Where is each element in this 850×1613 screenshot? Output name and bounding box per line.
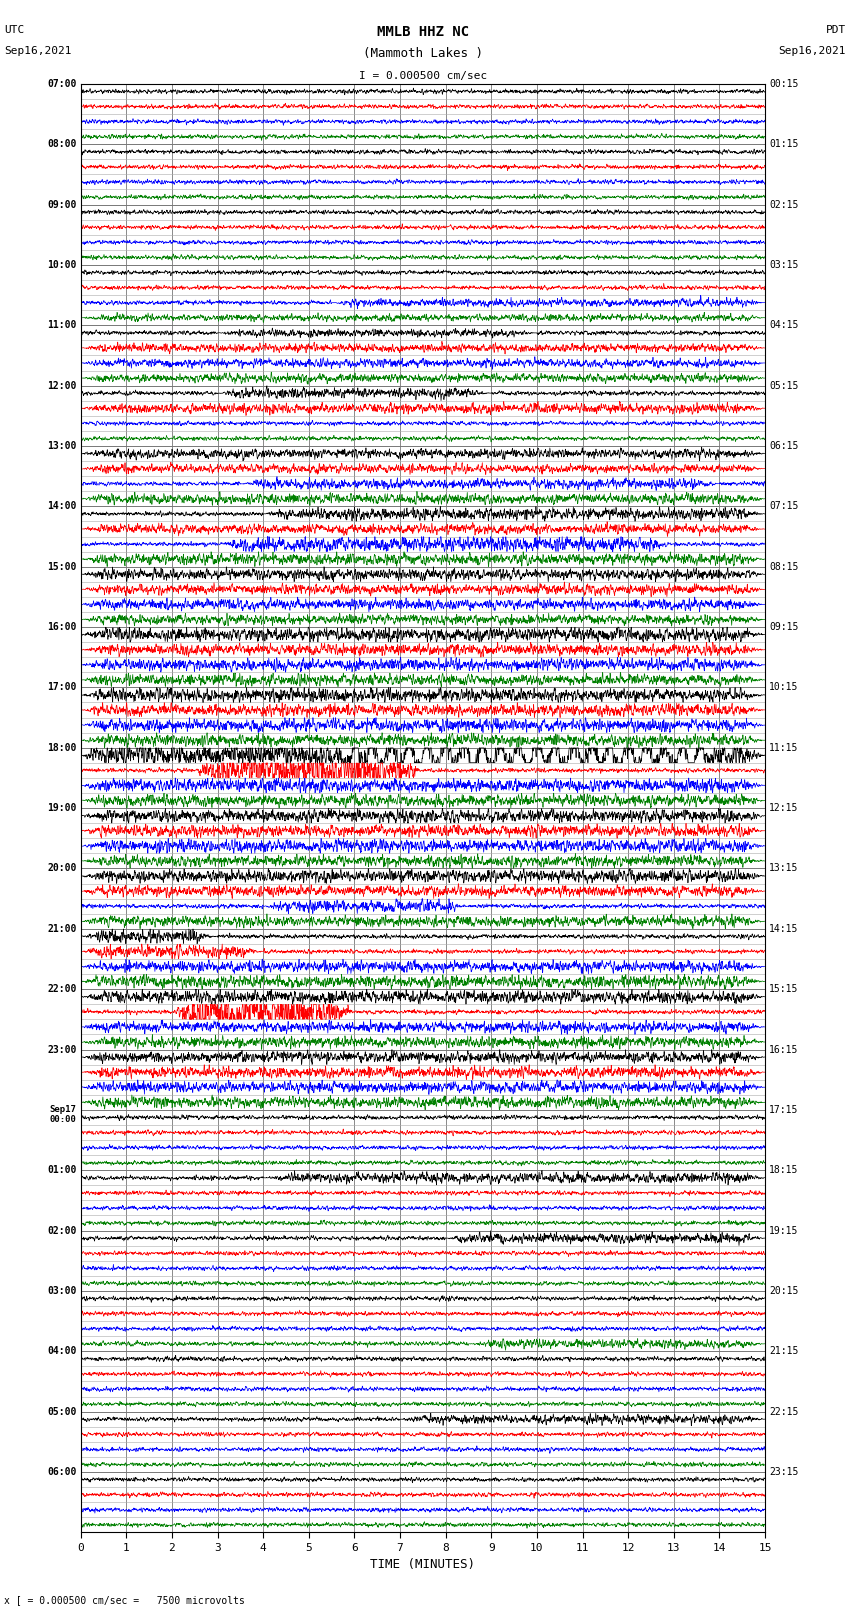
Text: 14:15: 14:15 [769, 924, 799, 934]
Text: 14:00: 14:00 [47, 502, 76, 511]
Text: (Mammoth Lakes ): (Mammoth Lakes ) [363, 47, 483, 60]
Text: 01:00: 01:00 [47, 1165, 76, 1176]
Text: 09:15: 09:15 [769, 623, 799, 632]
Text: 12:15: 12:15 [769, 803, 799, 813]
Text: 10:15: 10:15 [769, 682, 799, 692]
Text: 02:15: 02:15 [769, 200, 799, 210]
Text: 08:00: 08:00 [47, 139, 76, 150]
Text: 17:00: 17:00 [47, 682, 76, 692]
Text: 18:15: 18:15 [769, 1165, 799, 1176]
Text: 20:15: 20:15 [769, 1286, 799, 1295]
Text: 11:15: 11:15 [769, 742, 799, 753]
Text: 02:00: 02:00 [47, 1226, 76, 1236]
Text: 23:00: 23:00 [47, 1045, 76, 1055]
Text: 17:15: 17:15 [769, 1105, 799, 1115]
Text: 07:15: 07:15 [769, 502, 799, 511]
Text: 07:00: 07:00 [47, 79, 76, 89]
Text: 21:00: 21:00 [47, 924, 76, 934]
Text: 23:15: 23:15 [769, 1466, 799, 1478]
Text: 04:15: 04:15 [769, 321, 799, 331]
Text: 16:15: 16:15 [769, 1045, 799, 1055]
Text: 11:00: 11:00 [47, 321, 76, 331]
Text: PDT: PDT [825, 26, 846, 35]
Text: 12:00: 12:00 [47, 381, 76, 390]
Text: 21:15: 21:15 [769, 1347, 799, 1357]
Text: I = 0.000500 cm/sec: I = 0.000500 cm/sec [359, 71, 487, 81]
Text: 15:15: 15:15 [769, 984, 799, 994]
Text: 03:15: 03:15 [769, 260, 799, 269]
Text: 16:00: 16:00 [47, 623, 76, 632]
Text: 19:00: 19:00 [47, 803, 76, 813]
Text: 04:00: 04:00 [47, 1347, 76, 1357]
Text: Sep16,2021: Sep16,2021 [4, 47, 71, 56]
Text: 15:00: 15:00 [47, 561, 76, 571]
Text: 19:15: 19:15 [769, 1226, 799, 1236]
Text: 01:15: 01:15 [769, 139, 799, 150]
Text: 13:00: 13:00 [47, 440, 76, 452]
Text: 10:00: 10:00 [47, 260, 76, 269]
Text: 18:00: 18:00 [47, 742, 76, 753]
Text: 09:00: 09:00 [47, 200, 76, 210]
Text: 03:00: 03:00 [47, 1286, 76, 1295]
Text: 08:15: 08:15 [769, 561, 799, 571]
Text: x [ = 0.000500 cm/sec =   7500 microvolts: x [ = 0.000500 cm/sec = 7500 microvolts [4, 1595, 245, 1605]
X-axis label: TIME (MINUTES): TIME (MINUTES) [371, 1558, 475, 1571]
Text: 05:15: 05:15 [769, 381, 799, 390]
Text: 22:00: 22:00 [47, 984, 76, 994]
Text: UTC: UTC [4, 26, 25, 35]
Text: 20:00: 20:00 [47, 863, 76, 874]
Text: 13:15: 13:15 [769, 863, 799, 874]
Text: 06:15: 06:15 [769, 440, 799, 452]
Text: Sep17: Sep17 [49, 1105, 76, 1115]
Text: 06:00: 06:00 [47, 1466, 76, 1478]
Text: 00:15: 00:15 [769, 79, 799, 89]
Text: 22:15: 22:15 [769, 1407, 799, 1416]
Text: 00:00: 00:00 [49, 1115, 76, 1124]
Text: 05:00: 05:00 [47, 1407, 76, 1416]
Text: Sep16,2021: Sep16,2021 [779, 47, 846, 56]
Text: MMLB HHZ NC: MMLB HHZ NC [377, 24, 469, 39]
